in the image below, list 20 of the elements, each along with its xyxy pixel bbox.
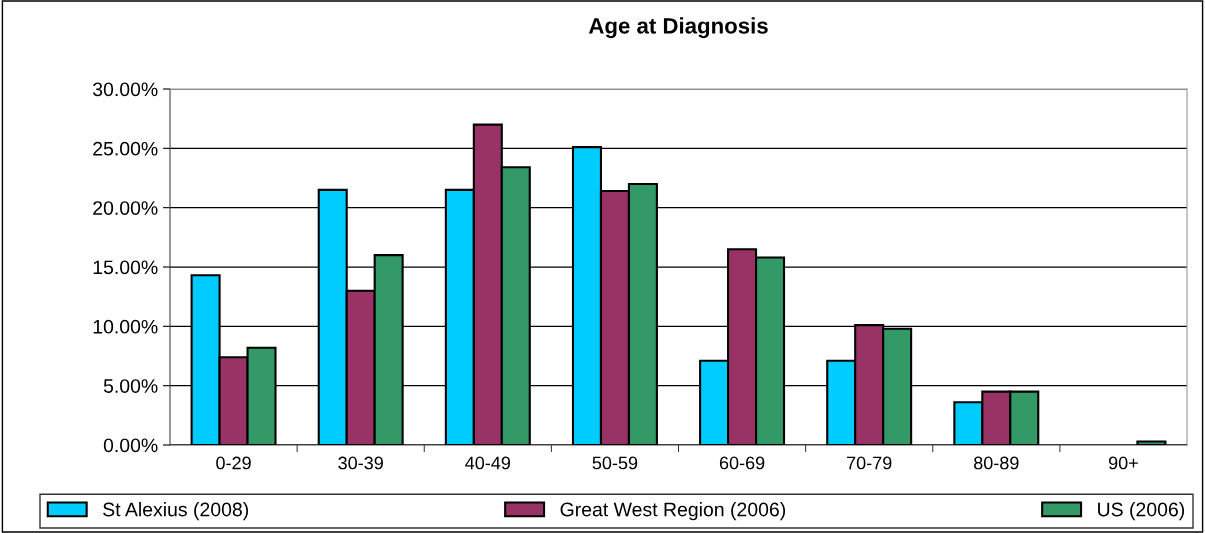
- y-tick-label: 20.00%: [93, 201, 158, 215]
- y-tick-label: 30.00%: [92, 82, 158, 97]
- x-tick-label: 40-49: [465, 456, 511, 470]
- x-tick-label: 90+: [1108, 456, 1138, 470]
- x-tick-label: 0-29: [216, 456, 251, 470]
- legend-label: Great West Region (2006): [560, 502, 786, 521]
- y-tick-label: 0.00%: [103, 438, 158, 453]
- x-tick-label: 80-89: [974, 456, 1019, 470]
- x-tick-label: 70-79: [847, 456, 892, 470]
- y-tick-label: 15.00%: [93, 260, 158, 275]
- legend-label: St Alexius (2008): [103, 502, 249, 521]
- chart-title: Age at Diagnosis: [588, 17, 768, 39]
- y-tick-label: 25.00%: [93, 141, 158, 156]
- y-tick-label: 10.00%: [93, 319, 158, 334]
- x-tick-label: 60-69: [719, 456, 765, 470]
- bar: [1136, 440, 1167, 445]
- legend-label: US (2006): [1098, 502, 1185, 521]
- x-tick-label: 30-39: [338, 456, 383, 470]
- y-tick-label: 5.00%: [103, 379, 158, 393]
- x-tick-label: 50-59: [592, 456, 638, 470]
